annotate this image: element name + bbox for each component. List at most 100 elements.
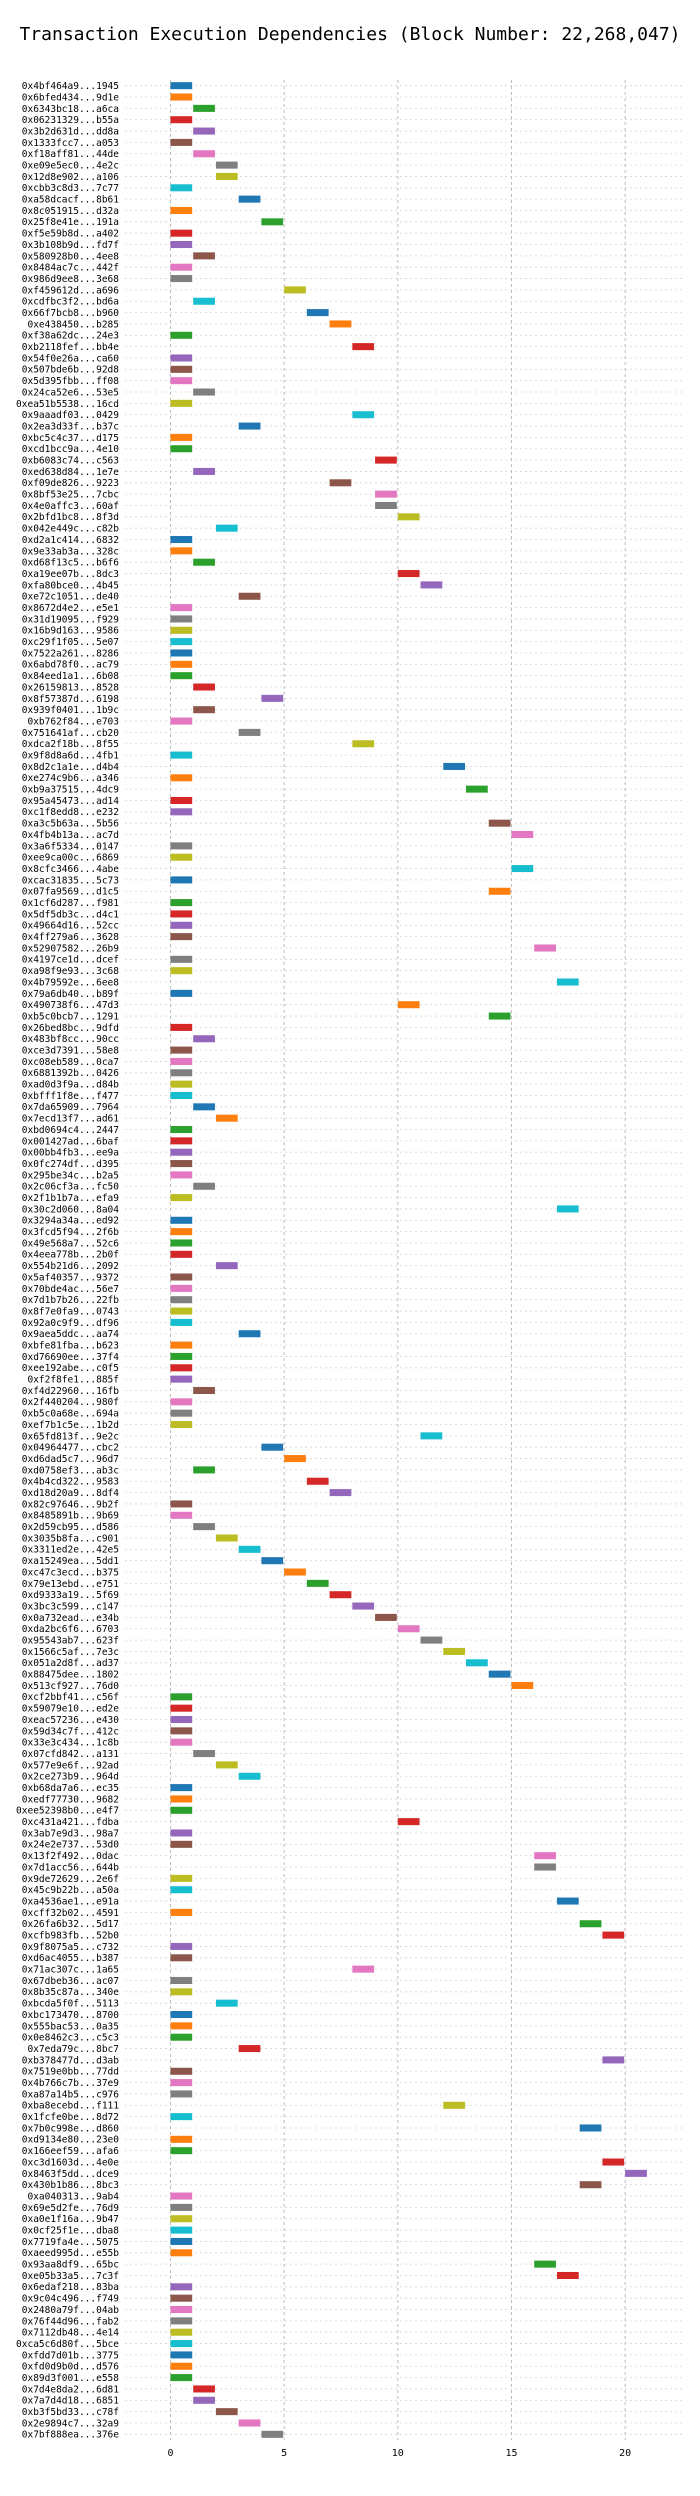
dependency-bar [170, 1421, 193, 1429]
tx-hash-label: 0x2bfd1bc8...8f3d [22, 512, 119, 523]
tx-hash-label: 0x0cf25f1e...dba8 [22, 2225, 120, 2236]
dependency-bar [193, 150, 215, 158]
dependency-bar [170, 275, 193, 283]
tx-hash-label: 0x52907582...26b9 [22, 943, 120, 954]
dependency-bar [352, 1965, 375, 1973]
tx-hash-label: 0xfd0d9b0d...d576 [22, 2362, 120, 2373]
tx-hash-label: 0x1566c5af...7e3c [22, 1647, 119, 1658]
dependency-bar [170, 842, 193, 850]
dependency-bar [170, 263, 193, 271]
dependency-bar [170, 399, 193, 407]
dependency-bar [238, 1772, 261, 1780]
dependency-bar [420, 581, 443, 589]
dependency-bar [170, 2192, 193, 2200]
tx-hash-label: 0xe09e5ec0...4e2c [22, 160, 119, 171]
tx-hash-label: 0xd6dad5c7...96d7 [22, 1454, 119, 1465]
tx-hash-label: 0xedf77730...9682 [22, 1794, 119, 1805]
dependency-bar [397, 570, 420, 578]
tx-hash-label: 0xb5c0a68e...694a [22, 1409, 119, 1420]
tx-hash-label: 0x00bb4fb3...ee9a [22, 1148, 119, 1159]
tx-hash-label: 0xd9134e80...23e0 [22, 2135, 120, 2146]
tx-hash-label: 0x6881392b...0426 [22, 1068, 120, 1079]
tx-hash-label: 0x88475dee...1802 [22, 1670, 119, 1681]
tx-hash-label: 0xe438450...b285 [27, 319, 119, 330]
dependency-bar [170, 808, 193, 816]
tx-hash-label: 0x3311ed2e...42e5 [22, 1545, 119, 1556]
tx-hash-label: 0x7112db48...4e14 [22, 2328, 120, 2339]
tx-hash-label: 0x8463f5dd...dce9 [22, 2169, 120, 2180]
dependency-bar [397, 1818, 420, 1826]
dependency-bar [170, 1840, 193, 1848]
tx-hash-label: 0x295be34c...b2a5 [22, 1170, 119, 1181]
tx-hash-label: 0x04964477...cbc2 [22, 1443, 119, 1454]
dependency-bar [397, 513, 420, 521]
tx-hash-label: 0xcfb983fb...52b0 [22, 1930, 120, 1941]
tx-hash-label: 0x93aa8df9...65bc [22, 2260, 119, 2271]
tx-hash-label: 0x45c9b22b...a50a [22, 1885, 119, 1896]
dependency-bar [170, 365, 193, 373]
dependency-bar [170, 1738, 193, 1746]
tx-hash-label: 0x1333fcc7...a053 [22, 138, 119, 149]
tx-hash-label: 0x9de72629...2e6f [22, 1874, 119, 1885]
dependency-bar [238, 2419, 261, 2427]
dependency-bar [511, 831, 534, 839]
tx-hash-label: 0x66f7bcb8...b960 [22, 308, 120, 319]
dependency-bar [170, 2306, 193, 2314]
dependency-bar [170, 331, 193, 339]
dependency-bar [420, 1432, 443, 1440]
tx-hash-label: 0x70bde4ac...56e7 [22, 1284, 119, 1295]
tx-hash-label: 0xa4536ae1...e91a [22, 1896, 119, 1907]
tx-hash-label: 0x7ecd13f7...ad61 [22, 1114, 120, 1125]
dependency-bar [579, 2124, 602, 2132]
dependency-bar [170, 1500, 193, 1508]
tx-hash-label: 0xce3d7391...58e8 [22, 1045, 120, 1056]
dependency-bar [170, 967, 193, 975]
tx-hash-label: 0x7719fa4e...5075 [22, 2237, 119, 2248]
dependency-bar [170, 1784, 193, 1792]
dependency-bar [511, 865, 534, 873]
dependency-bar [170, 2362, 193, 2370]
dependency-bar [238, 1330, 261, 1338]
dependency-bar [170, 1693, 193, 1701]
dependency-bar [170, 2135, 193, 2143]
x-tick-label: 10 [392, 2448, 404, 2459]
tx-hash-label: 0xbfff1f8e...f477 [22, 1091, 119, 1102]
tx-hash-label: 0x166eef59...afa6 [22, 2146, 120, 2157]
tx-hash-label: 0x3fcd5f94...2f6b [22, 1227, 120, 1238]
dependency-bar [352, 1602, 375, 1610]
dependency-bar [170, 1046, 193, 1054]
tx-hash-label: 0xf4d22960...16fb [22, 1386, 120, 1397]
dependency-bar [170, 1239, 193, 1247]
tx-hash-label: 0x9f8d8a6d...4fb1 [22, 750, 120, 761]
tx-hash-label: 0xa040313...9ab4 [27, 2191, 119, 2202]
tx-hash-label: 0x7519e0bb...77dd [22, 2067, 119, 2078]
tx-hash-label: 0xbcda5f0f...5113 [22, 1999, 119, 2010]
tx-hash-label: 0xd0758ef3...ab3c [22, 1465, 119, 1476]
tx-hash-label: 0x07cfd842...a131 [22, 1749, 120, 1760]
tx-hash-label: 0x0a732ead...e34b [22, 1613, 120, 1624]
tx-hash-label: 0x6abd78f0...ac79 [22, 660, 120, 671]
dependency-bar [170, 638, 193, 646]
dependency-bar [488, 1012, 511, 1020]
tx-hash-label: 0xd76690ee...37f4 [22, 1352, 120, 1363]
tx-hash-label: 0x6343bc18...a6ca [22, 104, 119, 115]
dependency-bar [215, 172, 238, 180]
dependency-bar [170, 1874, 193, 1882]
dependency-bar [170, 116, 193, 124]
tx-hash-label: 0x986d9ee8...3e68 [22, 274, 120, 285]
tx-hash-label: 0xa19ee07b...8dc3 [22, 569, 119, 580]
tx-hash-label: 0x7d1b7b26...22fb [22, 1295, 120, 1306]
dependency-bar [170, 853, 193, 861]
dependency-bar [170, 2283, 193, 2291]
dependency-bar [238, 195, 261, 203]
dependency-bar [170, 93, 193, 101]
tx-hash-label: 0x554b21d6...2092 [22, 1261, 119, 1272]
tx-hash-label: 0x3bc3c599...c147 [22, 1601, 119, 1612]
tx-hash-label: 0x4b79592e...6ee8 [22, 977, 120, 988]
dependency-bar [170, 604, 193, 612]
tx-hash-label: 0xc08eb589...0ca7 [22, 1057, 119, 1068]
dependency-bar [556, 978, 579, 986]
dependency-bar [170, 1080, 193, 1088]
tx-hash-label: 0xb6083c74...c563 [22, 455, 119, 466]
dependency-bar [215, 1761, 238, 1769]
